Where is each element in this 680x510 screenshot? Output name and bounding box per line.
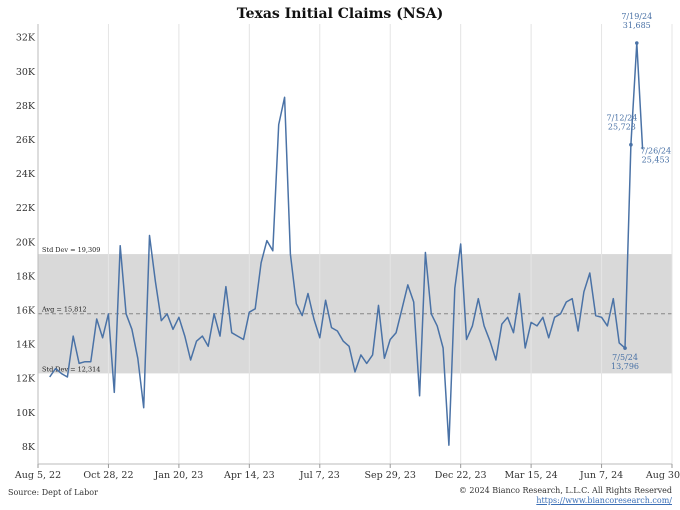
y-tick-label: 28K [16, 101, 36, 112]
annotation-date-label: 7/19/24 [621, 12, 652, 21]
y-tick-label: 16K [16, 306, 36, 317]
annotation-value-label: 25,723 [608, 123, 636, 132]
x-tick-label: Jun 7, 24 [579, 470, 623, 481]
copyright-block: © 2024 Bianco Research, L.L.C. All Right… [459, 486, 672, 506]
annotation-date-label: 7/5/24 [612, 353, 638, 362]
x-tick-label: Apr 14, 23 [223, 470, 275, 481]
x-tick-label: Aug 30, 24 [645, 470, 680, 481]
std-dev-upper-label: Std Dev = 19,309 [42, 246, 100, 254]
y-tick-label: 22K [16, 203, 36, 214]
annotation-value-label: 13,796 [611, 362, 639, 371]
average-label: Avg = 15,812 [41, 306, 87, 314]
annotation-value-label: 25,453 [642, 155, 670, 164]
x-tick-label: Mar 15, 24 [505, 470, 558, 481]
x-tick-label: Jul 7, 23 [299, 470, 340, 481]
std-dev-lower-label: Std Dev = 12,314 [42, 365, 100, 373]
y-tick-label: 24K [16, 169, 36, 180]
x-tick-label: Jan 20, 23 [153, 470, 203, 481]
annotation-value-label: 31,685 [623, 21, 651, 30]
y-tick-label: 8K [22, 442, 36, 453]
copyright-text: © 2024 Bianco Research, L.L.C. All Right… [458, 486, 672, 495]
x-tick-label: Dec 22, 23 [435, 470, 487, 481]
annotation-point [634, 41, 639, 45]
y-tick-label: 14K [16, 340, 36, 351]
y-tick-label: 12K [16, 374, 36, 385]
annotation-point [629, 142, 633, 147]
y-tick-label: 26K [16, 135, 36, 146]
chart-title: Texas Initial Claims (NSA) [236, 6, 444, 22]
y-tick-label: 32K [16, 33, 36, 44]
x-tick-label: Oct 28, 22 [83, 470, 133, 481]
source-note: Source: Dept of Labor [8, 488, 98, 497]
website-link[interactable]: https://www.biancoresearch.com/ [536, 496, 672, 505]
y-tick-label: 20K [16, 237, 36, 248]
annotation-date-label: 7/12/24 [606, 114, 637, 123]
annotation-point [623, 346, 627, 350]
y-tick-label: 18K [16, 271, 36, 282]
annotation-date-label: 7/26/24 [640, 146, 671, 155]
x-tick-label: Aug 5, 22 [14, 470, 61, 481]
y-tick-label: 30K [16, 67, 36, 78]
x-tick-label: Sep 29, 23 [364, 470, 415, 481]
claims-line [49, 42, 644, 446]
y-tick-label: 10K [16, 408, 36, 419]
